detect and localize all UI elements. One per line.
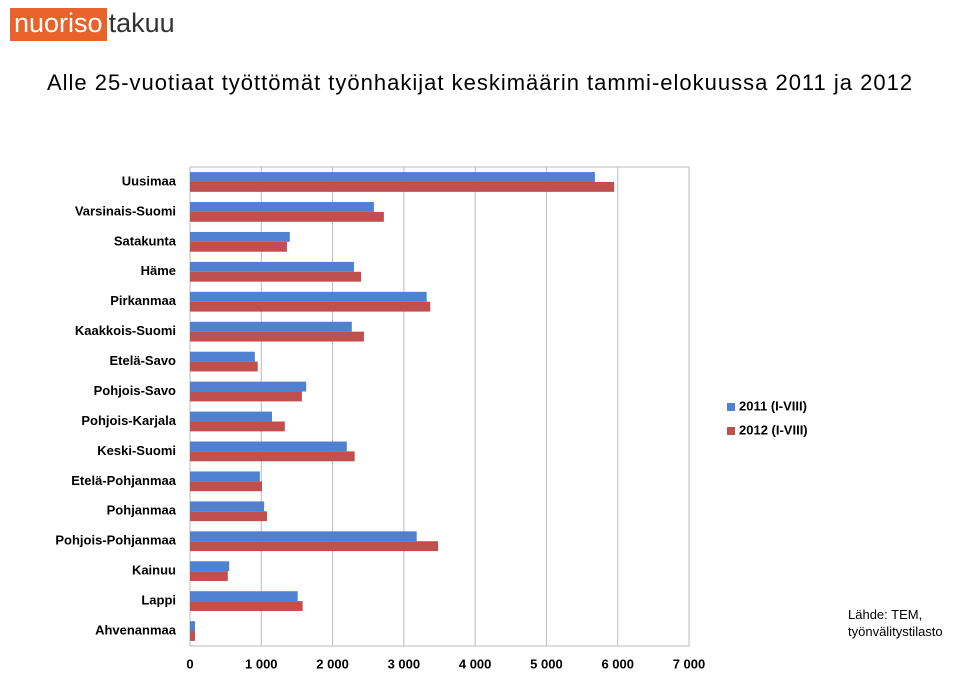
bar [190,391,302,402]
x-tick-label: 4 000 [459,656,492,671]
bar [190,541,439,552]
legend-swatch [727,403,735,411]
legend-label: 2012 (I-VIII) [739,422,808,437]
bar [190,301,431,312]
bar [190,361,258,372]
bar [190,241,287,252]
legend-label: 2011 (I-VIII) [739,398,807,413]
bar [190,471,260,482]
bar [190,211,384,222]
y-tick-label: Kaakkois-Suomi [75,323,176,338]
bar [190,291,427,302]
x-tick-label: 1 000 [245,656,278,671]
y-tick-label: Pirkanmaa [110,293,177,308]
bar [190,181,615,192]
x-tick-label: 2 000 [316,656,349,671]
y-tick-label: Keski-Suomi [97,443,176,458]
bar [190,511,267,522]
legend-swatch [727,427,735,435]
x-tick-label: 5 000 [530,656,563,671]
bar [190,321,352,332]
y-tick-label: Ahvenanmaa [95,622,177,637]
y-tick-label: Etelä-Savo [110,353,177,368]
bar [190,601,303,611]
x-tick-label: 0 [186,656,193,671]
logo-part: nuoriso [10,8,107,41]
y-tick-label: Uusimaa [122,173,177,188]
bar [190,501,265,512]
logo-part: takuu [108,8,175,38]
bar [190,261,354,272]
x-tick-label: 3 000 [388,656,421,671]
bar [190,591,298,602]
bar [190,481,262,492]
bar [190,531,417,542]
chart-title: Alle 25-vuotiaat työttömät työnhakijat k… [46,70,914,95]
y-tick-label: Lappi [141,593,176,608]
bar [190,421,285,432]
source-line: työnvälitystilasto [848,624,943,639]
bar [190,271,362,282]
bar [190,621,195,632]
bar [190,331,364,342]
y-tick-label: Etelä-Pohjanmaa [71,473,177,488]
source-note: Lähde: TEM, työnvälitystilasto [848,606,943,640]
bar [190,202,374,212]
y-tick-label: Pohjois-Karjala [81,413,176,428]
bar [190,441,347,452]
x-tick-label: 6 000 [601,656,634,671]
y-tick-label: Satakunta [114,233,177,248]
y-tick-label: Häme [141,263,176,278]
bar [190,561,230,572]
y-tick-label: Pohjois-Savo [94,383,176,398]
bar [190,411,272,422]
bar [190,381,307,392]
bar [190,231,290,242]
x-tick-label: 7 000 [673,656,706,671]
y-tick-label: Kainuu [132,563,176,578]
bar [190,172,595,182]
logo: nuoriso takuu [10,8,175,41]
y-tick-label: Varsinais-Suomi [75,203,176,218]
bar [190,631,195,641]
y-tick-label: Pohjois-Pohjanmaa [55,533,176,548]
source-line: Lähde: TEM, [848,607,923,622]
bar [190,351,255,362]
bar [190,571,228,582]
y-tick-label: Pohjanmaa [107,503,177,518]
bar [190,451,355,462]
